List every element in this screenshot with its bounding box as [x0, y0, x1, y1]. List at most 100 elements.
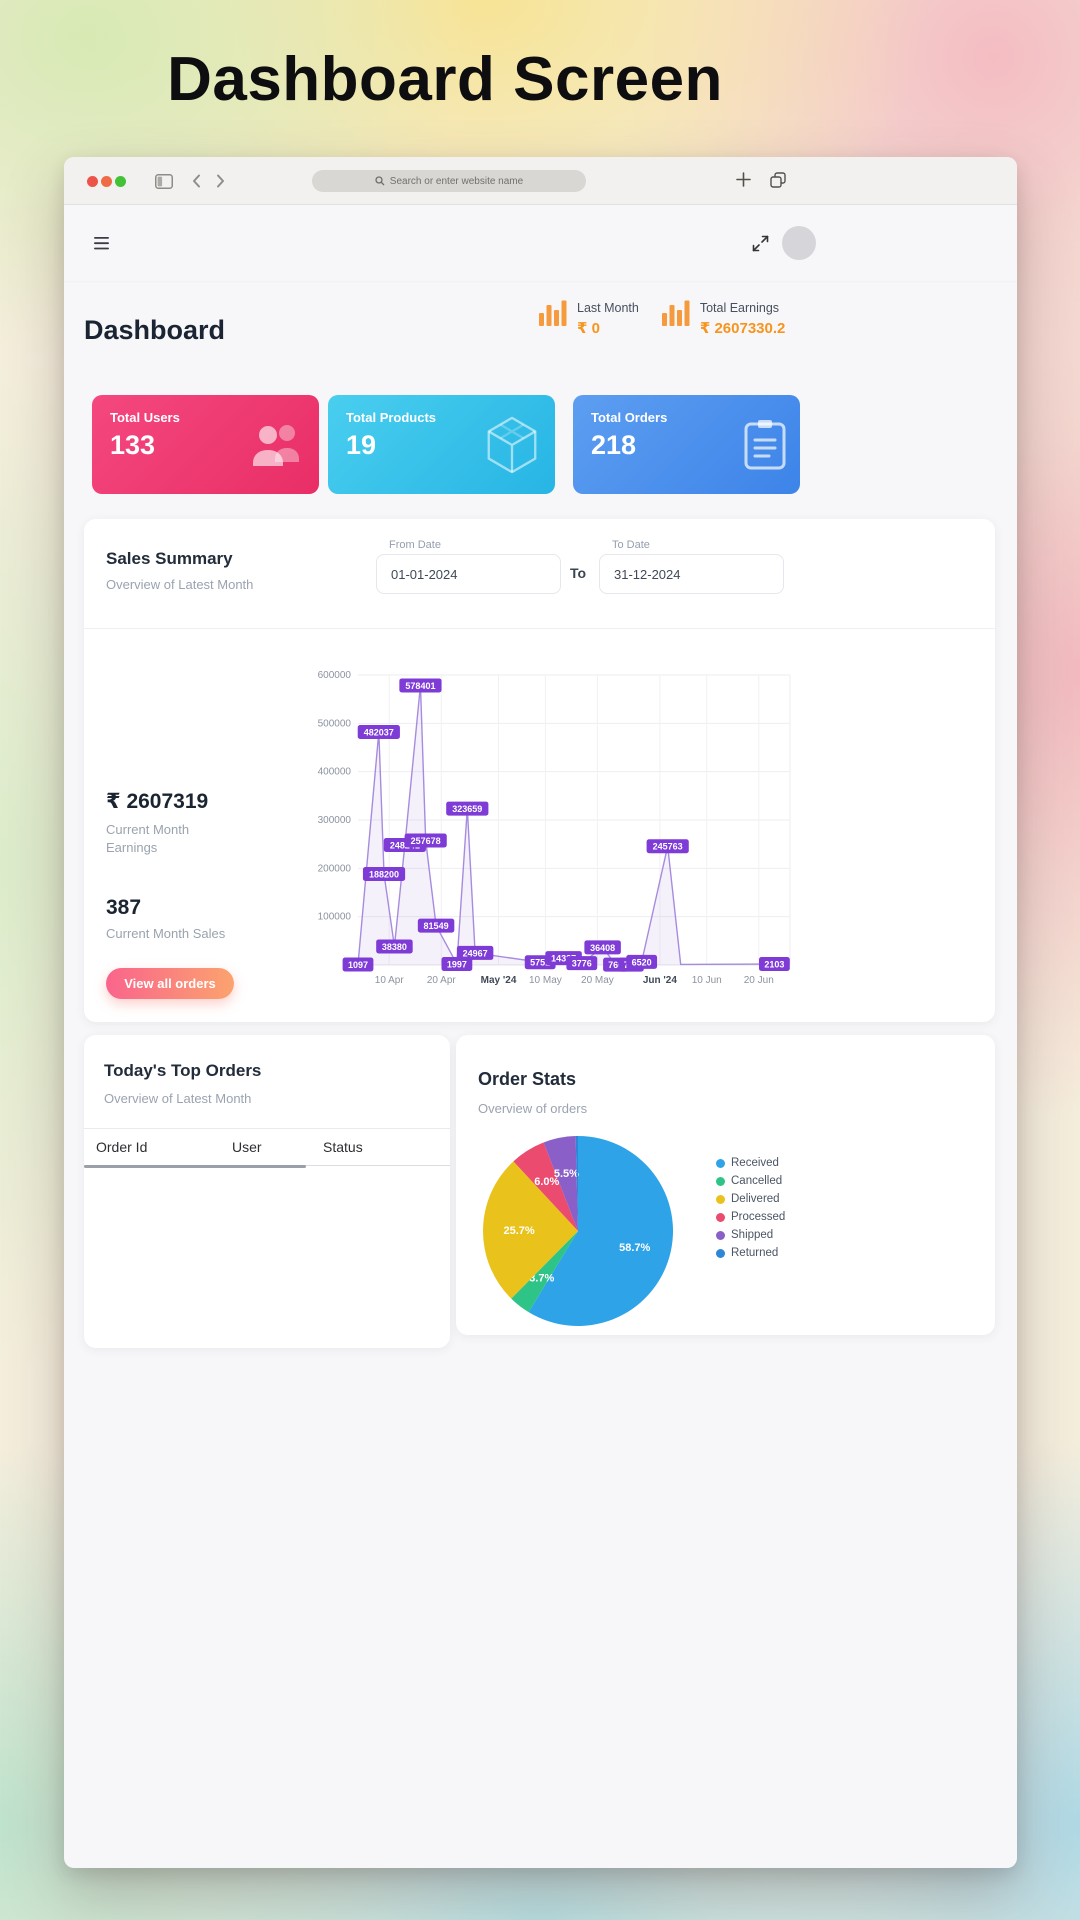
- url-placeholder: Search or enter website name: [389, 175, 524, 187]
- svg-text:245763: 245763: [653, 842, 683, 852]
- dashboard-content: Dashboard Last Month ₹ 0 To: [64, 281, 1017, 1348]
- order-stats-subtitle: Overview of orders: [478, 1101, 588, 1116]
- svg-text:Jun '24: Jun '24: [643, 975, 677, 986]
- sales-summary-subtitle: Overview of Latest Month: [106, 577, 254, 592]
- legend-label: Cancelled: [731, 1175, 783, 1187]
- legend-item-shipped[interactable]: Shipped: [716, 1229, 785, 1241]
- svg-text:20 Apr: 20 Apr: [427, 975, 457, 986]
- new-tab-button[interactable]: [736, 172, 751, 187]
- stat-value: ₹ 2607330.2: [699, 320, 786, 337]
- total-users-card: Total Users 133: [92, 395, 319, 494]
- card-value: 133: [110, 430, 156, 460]
- total-earnings-stat: Total Earnings ₹ 2607330.2: [661, 300, 786, 337]
- clipboard-icon: [742, 418, 788, 472]
- svg-text:36408: 36408: [590, 943, 615, 953]
- to-date-label: To Date: [612, 539, 650, 551]
- table-horizontal-scrollbar[interactable]: [84, 1165, 306, 1168]
- cube-icon: [481, 414, 543, 476]
- search-icon: [375, 176, 385, 186]
- from-date-input[interactable]: 01-01-2024: [376, 554, 561, 594]
- legend-item-processed[interactable]: Processed: [716, 1211, 785, 1223]
- current-month-earnings-label: Current Month Earnings: [106, 822, 190, 855]
- svg-text:81549: 81549: [424, 921, 449, 931]
- svg-text:3776: 3776: [572, 959, 592, 969]
- user-avatar[interactable]: [782, 226, 816, 260]
- zoom-button[interactable]: [115, 176, 126, 187]
- legend-dot: [716, 1212, 725, 1222]
- svg-text:400000: 400000: [318, 767, 352, 778]
- column-status: Status: [323, 1139, 363, 1155]
- pie-legend: Received Cancelled Delivered Processed Shipp…: [716, 1157, 785, 1331]
- svg-text:257678: 257678: [411, 836, 441, 846]
- browser-window: Search or enter website name: [64, 157, 1017, 1868]
- stat-value: ₹ 0: [577, 320, 600, 337]
- svg-text:20 May: 20 May: [581, 975, 614, 986]
- order-stats-title: Order Stats: [478, 1069, 577, 1089]
- current-month-sales-label: Current Month Sales: [106, 926, 226, 942]
- dashboard-title: Dashboard: [84, 315, 226, 345]
- svg-text:2103: 2103: [764, 959, 784, 969]
- page-title: Dashboard Screen: [167, 45, 723, 114]
- total-products-card: Total Products 19: [328, 395, 555, 494]
- legend-label: Received: [731, 1157, 779, 1169]
- svg-text:10 Apr: 10 Apr: [375, 975, 405, 986]
- svg-text:10 May: 10 May: [529, 975, 562, 986]
- top-orders-subtitle: Overview of Latest Month: [104, 1091, 252, 1106]
- svg-text:38380: 38380: [382, 942, 407, 952]
- from-date-label: From Date: [389, 539, 441, 551]
- total-orders-card: Total Orders 218: [573, 395, 800, 494]
- bar-chart-icon: [661, 300, 691, 327]
- legend-item-returned[interactable]: Returned: [716, 1247, 785, 1259]
- sidebar-toggle-icon[interactable]: [155, 174, 173, 189]
- sales-summary-title: Sales Summary: [106, 549, 233, 568]
- card-value: 218: [591, 430, 637, 460]
- sales-summary-card: Sales Summary Overview of Latest Month F…: [84, 519, 995, 1022]
- svg-text:58.7%: 58.7%: [619, 1242, 650, 1254]
- column-order-id: Order Id: [96, 1139, 148, 1155]
- svg-text:25.7%: 25.7%: [504, 1225, 535, 1237]
- current-month-sales-value: 387: [106, 896, 142, 920]
- svg-text:6.0%: 6.0%: [534, 1176, 559, 1188]
- back-button[interactable]: [192, 174, 201, 188]
- legend-item-delivered[interactable]: Delivered: [716, 1193, 785, 1205]
- menu-toggle-icon[interactable]: [94, 237, 109, 250]
- current-month-earnings-value: ₹ 2607319: [106, 790, 209, 813]
- view-all-orders-button[interactable]: View all orders: [106, 968, 234, 1000]
- svg-text:5751: 5751: [530, 958, 550, 968]
- legend-dot: [716, 1230, 725, 1240]
- legend-dot: [716, 1176, 725, 1186]
- stat-label: Total Earnings: [699, 301, 780, 315]
- svg-text:14327: 14327: [551, 954, 576, 964]
- sales-line-chart: 100000 200000 300000 400000 500000 600000 10 A…: [318, 670, 791, 986]
- card-value: 19: [346, 430, 377, 460]
- legend-item-received[interactable]: Received: [716, 1157, 785, 1169]
- svg-text:1097: 1097: [348, 960, 368, 970]
- order-stats-card: Order Stats Overview of orders 58.7% 3.7%…: [456, 1035, 995, 1335]
- legend-dot: [716, 1158, 725, 1168]
- top-orders-card: Today's Top Orders Overview of Latest Mo…: [84, 1035, 450, 1348]
- order-stats-pie-chart: 58.7% 3.7% 25.7% 6.0%5.5%: [483, 1136, 673, 1326]
- card-label: Total Users: [110, 410, 180, 425]
- minimize-button[interactable]: [101, 176, 112, 187]
- svg-text:300000: 300000: [318, 815, 352, 826]
- url-search-bar[interactable]: Search or enter website name: [312, 170, 586, 192]
- tab-overview-button[interactable]: [770, 172, 786, 188]
- to-date-input[interactable]: 31-12-2024: [599, 554, 784, 594]
- bar-chart-icon: [538, 300, 568, 327]
- fullscreen-expand-icon[interactable]: [752, 235, 769, 252]
- sales-summary-header: Sales Summary Overview of Latest Month F…: [84, 519, 995, 629]
- legend-label: Processed: [731, 1211, 786, 1223]
- svg-text:6520: 6520: [632, 957, 652, 967]
- close-button[interactable]: [87, 176, 98, 187]
- svg-text:May '24: May '24: [481, 975, 517, 986]
- column-user: User: [232, 1139, 262, 1155]
- top-orders-title: Today's Top Orders: [104, 1061, 262, 1080]
- legend-item-cancelled[interactable]: Cancelled: [716, 1175, 785, 1187]
- to-separator: To: [570, 565, 587, 581]
- forward-button[interactable]: [216, 174, 225, 188]
- svg-text:760: 760: [608, 960, 623, 970]
- svg-text:578401: 578401: [405, 681, 435, 691]
- svg-text:100000: 100000: [318, 912, 352, 923]
- svg-text:1997: 1997: [447, 960, 467, 970]
- last-month-stat: Last Month ₹ 0: [538, 300, 639, 337]
